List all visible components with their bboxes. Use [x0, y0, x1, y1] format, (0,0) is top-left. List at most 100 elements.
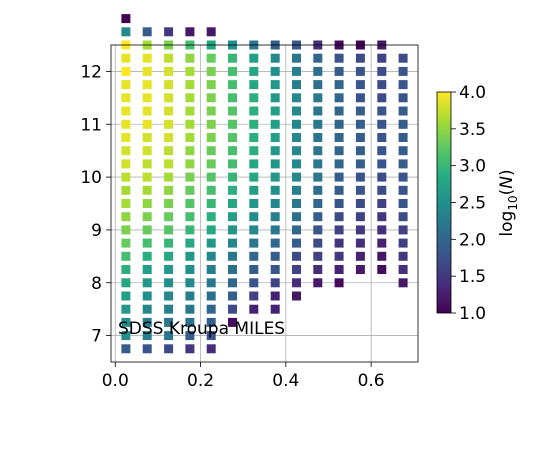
- heatmap-cell: [334, 159, 344, 169]
- heatmap-cell: [355, 172, 365, 182]
- heatmap-cell: [355, 80, 365, 90]
- heatmap-cells: [121, 14, 408, 354]
- heatmap-cell: [249, 80, 259, 90]
- heatmap-cell: [185, 53, 195, 63]
- heatmap-cell: [185, 146, 195, 156]
- heatmap-cell: [206, 80, 216, 90]
- heatmap-cell: [377, 199, 387, 208]
- heatmap-cell: [185, 291, 195, 301]
- heatmap-cell: [142, 146, 152, 156]
- heatmap-cell: [249, 304, 259, 314]
- heatmap-cell: [355, 159, 365, 169]
- heatmap-cell: [313, 238, 323, 248]
- heatmap-cell: [334, 106, 344, 116]
- heatmap-cell: [313, 66, 323, 76]
- colorbar-label: log10(N): [497, 169, 520, 236]
- heatmap-cell: [270, 106, 280, 116]
- heatmap-cell: [121, 291, 131, 301]
- heatmap-cell: [398, 66, 408, 76]
- y-tick-label: 11: [80, 115, 102, 135]
- heatmap-cell: [164, 93, 174, 103]
- heatmap-cell: [206, 344, 216, 354]
- heatmap-cell: [121, 93, 131, 103]
- heatmap-cell: [249, 265, 259, 274]
- heatmap-cell: [228, 159, 237, 169]
- heatmap-cell: [142, 238, 152, 248]
- heatmap-cell: [164, 146, 174, 156]
- x-tick-label: 0.4: [272, 371, 299, 391]
- heatmap-cell: [164, 27, 174, 37]
- heatmap-cell: [334, 265, 344, 274]
- heatmap-cell: [334, 199, 344, 208]
- heatmap-cell: [206, 317, 216, 327]
- heatmap-cell: [313, 172, 323, 182]
- heatmap-cell: [292, 172, 301, 182]
- heatmap-cell: [313, 53, 323, 63]
- heatmap-cell: [292, 119, 301, 129]
- heatmap-cell: [121, 304, 131, 314]
- heatmap-cell: [228, 199, 237, 208]
- heatmap-cell: [142, 106, 152, 116]
- x-tick-label: 0.2: [187, 371, 214, 391]
- heatmap-cell: [334, 80, 344, 90]
- heatmap-cell: [121, 14, 131, 24]
- heatmap-cell: [270, 133, 280, 142]
- heatmap-cell: [142, 317, 152, 327]
- heatmap-cell: [206, 133, 216, 142]
- heatmap-cell: [334, 225, 344, 235]
- heatmap-cell: [142, 66, 152, 76]
- heatmap-cell: [355, 265, 365, 274]
- heatmap-cell: [249, 225, 259, 235]
- heatmap-cell: [313, 106, 323, 116]
- heatmap-cell: [398, 265, 408, 274]
- axes-border: [110, 44, 419, 363]
- heatmap-cell: [142, 212, 152, 222]
- heatmap-cell: [398, 225, 408, 235]
- heatmap-cell: [292, 238, 301, 248]
- heatmap-cell: [206, 185, 216, 195]
- heatmap-cell: [228, 119, 237, 129]
- heatmap-cell: [249, 238, 259, 248]
- heatmap-cell: [313, 93, 323, 103]
- heatmap-cell: [121, 225, 131, 235]
- heatmap-cell: [313, 199, 323, 208]
- heatmap-cell: [292, 106, 301, 116]
- heatmap-cell: [270, 225, 280, 235]
- heatmap-cell: [334, 238, 344, 248]
- heatmap-cell: [398, 199, 408, 208]
- heatmap-cell: [377, 146, 387, 156]
- heatmap-cell: [313, 212, 323, 222]
- heatmap-cell: [377, 225, 387, 235]
- heatmap-cell: [164, 251, 174, 261]
- heatmap-cell: [355, 238, 365, 248]
- heatmap-cell: [270, 238, 280, 248]
- heatmap-cell: [249, 199, 259, 208]
- heatmap-cell: [228, 146, 237, 156]
- heatmap-cell: [270, 53, 280, 63]
- colorbar-tick-label: 2.5: [459, 194, 486, 214]
- heatmap-cell: [142, 53, 152, 63]
- heatmap-cell: [164, 265, 174, 274]
- heatmap-cell: [142, 344, 152, 354]
- heatmap-cell: [228, 80, 237, 90]
- heatmap-cell: [313, 278, 323, 288]
- heatmap-cell: [334, 93, 344, 103]
- colorbar-tick-label: 3.5: [459, 120, 486, 140]
- plot-background: [111, 45, 418, 362]
- heatmap-cell: [249, 185, 259, 195]
- heatmap-cell: [377, 133, 387, 142]
- heatmap-cell: [164, 344, 174, 354]
- heatmap-cell: [121, 251, 131, 261]
- heatmap-cell: [355, 133, 365, 142]
- heatmap-cell: [142, 80, 152, 90]
- heatmap-cell: [313, 185, 323, 195]
- heatmap-cell: [292, 146, 301, 156]
- heatmap-cell: [398, 133, 408, 142]
- heatmap-cell: [185, 185, 195, 195]
- heatmap-cell: [334, 185, 344, 195]
- heatmap-cell: [377, 119, 387, 129]
- heatmap-cell: [142, 185, 152, 195]
- heatmap-cell: [292, 265, 301, 274]
- heatmap-cell: [164, 133, 174, 142]
- heatmap-cell: [270, 185, 280, 195]
